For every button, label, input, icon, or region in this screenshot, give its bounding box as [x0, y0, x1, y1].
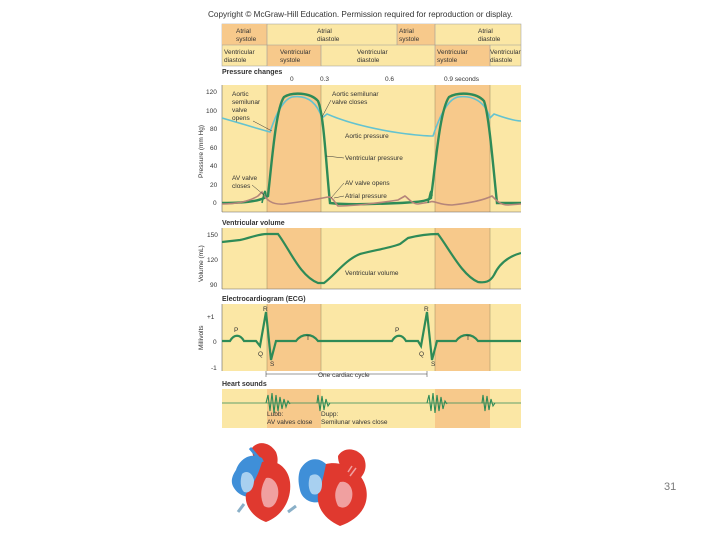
ecg-wave-labels: P R Q S T P R Q S T: [234, 306, 470, 368]
phase-vent-systole-1-line2: systole: [280, 57, 301, 64]
aortic-sl-closes-label-2: valve closes: [332, 99, 368, 106]
ecg-t1: T: [306, 335, 310, 342]
phase-atrial-systole-2-line1: Atrial: [399, 28, 414, 35]
lubb-sound-wave-1: [265, 392, 291, 414]
ecg-panel: Electrocardiogram (ECG) +1 0 -1 Millivol…: [198, 296, 521, 379]
heart-illustration-diastole: [298, 449, 367, 526]
phase-atrial-systole-2-line2: systole: [399, 36, 420, 43]
volume-panel: Ventricular volume 150 120 90 Volume (mL…: [198, 220, 521, 290]
pressure-annotations: Aortic semilunar valve opens Aortic semi…: [232, 91, 403, 200]
phase-atrial-diastole-2-line2: diastole: [478, 36, 501, 43]
atrial-pressure-curve: [222, 190, 521, 207]
dupp-label-2: Semilunar valves close: [321, 419, 388, 426]
ecg-r1: R: [263, 306, 268, 313]
phase-atrial-diastole-1-line2: diastole: [317, 36, 340, 43]
time-label-0: 0: [290, 76, 294, 83]
pressure-tick-80: 80: [210, 126, 218, 133]
phase-atrial-systole-1-line1: Atrial: [236, 28, 251, 35]
pressure-tick-40: 40: [210, 163, 218, 170]
slide-number: 31: [664, 481, 677, 493]
ventricular-pressure-label: Ventricular pressure: [345, 155, 403, 162]
ecg-q2: Q: [419, 351, 424, 358]
ecg-q1: Q: [258, 351, 263, 358]
ecg-t2: T: [466, 335, 470, 342]
time-label-03: 0.3: [320, 76, 329, 83]
ecg-p1: P: [234, 327, 238, 334]
ecg-tick-minus1: -1: [211, 365, 217, 372]
ecg-p2: P: [395, 327, 399, 334]
cardiac-cycle-label: One cardiac cycle: [318, 372, 370, 379]
atrial-bump-peaks: [261, 190, 433, 204]
lubb-label-2: AV valves close: [267, 419, 313, 426]
pressure-tick-60: 60: [210, 145, 218, 152]
aortic-sl-closes-label-1: Aortic semilunar: [332, 91, 379, 98]
dupp-label-1: Dupp:: [321, 411, 339, 418]
phase-vent-diastole-2-line2: diastole: [357, 57, 380, 64]
ecg-s1: S: [270, 361, 275, 368]
volume-tick-90: 90: [210, 282, 218, 289]
volume-tick-150: 150: [207, 232, 218, 239]
pressure-tick-0: 0: [213, 200, 217, 207]
phase-vent-systole-1-line1: Ventricular: [280, 49, 312, 56]
phase-bar: Atrial systole Atrial diastole Atrial sy…: [221, 23, 522, 67]
ecg-s2: S: [431, 361, 436, 368]
copyright-notice: Copyright © McGraw-Hill Education. Permi…: [208, 10, 513, 19]
pressure-tick-120: 120: [206, 89, 217, 96]
pressure-y-label: Pressure (mm Hg): [198, 125, 205, 178]
cardiac-cycle-bracket: One cardiac cycle: [265, 371, 428, 379]
pressure-tick-100: 100: [206, 108, 217, 115]
av-closes-label-1: AV valve: [232, 175, 258, 182]
dupp-sound-wave-1: [316, 394, 331, 412]
aortic-sl-opens-label-4: opens: [232, 115, 250, 122]
phase-vent-diastole-1-line1: Ventricular: [224, 49, 256, 56]
dupp-sound-wave-2: [481, 394, 496, 412]
phase-vent-diastole-2-line1: Ventricular: [357, 49, 389, 56]
ecg-r2: R: [424, 306, 429, 313]
time-label-09: 0.9 seconds: [444, 76, 480, 83]
heart-illustration-systole: [231, 443, 297, 522]
phase-vent-diastole-1-line2: diastole: [224, 57, 247, 64]
ecg-tick-plus1: +1: [207, 314, 215, 321]
lubb-sound-wave-2: [426, 392, 448, 414]
pressure-heading: Pressure changes: [222, 69, 282, 76]
phase-atrial-diastole-2-line1: Atrial: [478, 28, 493, 35]
volume-y-label: Volume (mL): [198, 245, 205, 282]
phase-vent-diastole-3-line1: Ventricular: [490, 49, 522, 56]
phase-vent-systole-2-line2: systole: [437, 57, 458, 64]
aortic-sl-opens-label-2: semilunar: [232, 99, 261, 106]
volume-tick-120: 120: [207, 257, 218, 264]
pressure-y-ticks: 120 100 80 60 40 20 0: [206, 89, 218, 207]
atrial-pressure-label: Atrial pressure: [345, 193, 387, 200]
phase-atrial-diastole-1-line1: Atrial: [317, 28, 332, 35]
phase-vent-systole-2-line1: Ventricular: [437, 49, 469, 56]
ecg-heading: Electrocardiogram (ECG): [222, 296, 306, 303]
lubb-label-1: Lubb:: [267, 411, 283, 418]
pressure-panel: Pressure changes 0 0.3 0.6 0.9 seconds 1…: [198, 69, 521, 213]
ecg-y-label: Millivolts: [198, 325, 205, 350]
volume-curve-label: Ventricular volume: [345, 270, 399, 277]
time-label-06: 0.6: [385, 76, 394, 83]
av-closes-label-2: closes: [232, 183, 251, 190]
aortic-sl-opens-label-3: valve: [232, 107, 248, 114]
ecg-tick-0: 0: [213, 339, 217, 346]
ecg-trace: [222, 311, 521, 361]
sounds-heading: Heart sounds: [222, 381, 267, 388]
aortic-sl-opens-label-1: Aortic: [232, 91, 249, 98]
volume-heading: Ventricular volume: [222, 220, 285, 227]
ventricular-volume-curve: [222, 232, 521, 285]
aortic-pressure-label: Aortic pressure: [345, 133, 389, 140]
av-valve-opens-label: AV valve opens: [345, 180, 390, 187]
pressure-tick-20: 20: [210, 182, 218, 189]
phase-atrial-systole-1-line2: systole: [236, 36, 257, 43]
phase-vent-diastole-3-line2: diastole: [490, 57, 513, 64]
heart-sounds-panel: Heart sounds Lubb: AV valves close Dupp:…: [222, 381, 521, 428]
